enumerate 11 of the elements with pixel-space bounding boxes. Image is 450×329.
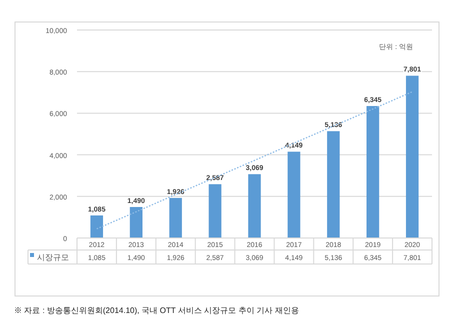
bar bbox=[327, 131, 340, 238]
legend-label: 시장규모 bbox=[37, 253, 69, 262]
bar bbox=[169, 198, 182, 238]
bar bbox=[248, 174, 261, 238]
bar bbox=[90, 215, 104, 238]
bar bbox=[130, 207, 142, 238]
bar bbox=[406, 76, 419, 238]
text: ※ 자료 : 방송통신위원회(2014.10), 국내 OTT 서비스 시장규모 추이 기사 재인용 bbox=[14, 306, 299, 315]
bar bbox=[208, 184, 222, 238]
bar bbox=[288, 152, 300, 238]
bar bbox=[366, 106, 380, 238]
